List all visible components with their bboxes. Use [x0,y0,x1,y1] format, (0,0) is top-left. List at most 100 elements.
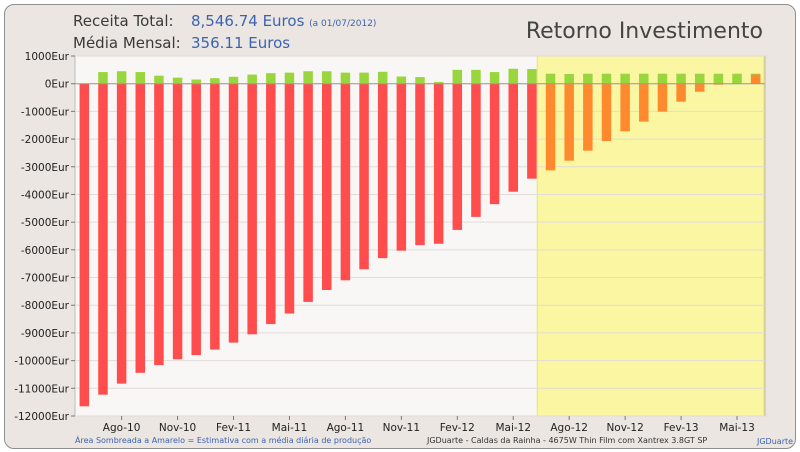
x-tick-label: Ago-11 [327,422,365,434]
bar-monthly-revenue [191,79,201,84]
bar-monthly-revenue [266,73,276,84]
y-tick-label: -4000Eur [21,189,70,201]
y-tick-label: -2000Eur [21,134,70,146]
bar-cumulative-balance [489,83,500,205]
total-revenue-label: Receita Total: [73,12,174,30]
bar-estimated-balance [639,83,649,122]
bar-estimated-balance [601,83,612,142]
x-tick-label: Ago-10 [103,422,141,434]
bar-cumulative-balance [210,83,220,350]
bar-monthly-revenue [433,82,444,84]
bar-monthly-revenue [210,78,220,84]
y-tick-label: 1000Eur [25,51,70,63]
bar-monthly-revenue [322,71,332,84]
y-tick-label: 0Eur [45,79,70,91]
bar-estimated-balance [620,83,630,132]
footnote-credit: JGDuarte [757,437,794,446]
chart-window: Receita Total: 8,546.74 Euros (a 01/07/2… [4,4,796,449]
bar-cumulative-balance [228,83,239,343]
bar-monthly-revenue [657,73,668,84]
bar-estimated-balance [676,83,686,102]
bar-monthly-revenue [303,71,313,84]
y-tick-label: -5000Eur [21,217,70,229]
bar-cumulative-balance [415,83,425,246]
bar-cumulative-balance [191,83,201,356]
bar-cumulative-balance [452,83,463,230]
bar-cumulative-balance [172,83,183,360]
monthly-average-value: 356.11 Euros [191,34,291,52]
bar-monthly-revenue [98,72,108,84]
bar-cumulative-balance [79,83,90,407]
bar-monthly-revenue [452,69,463,84]
y-tick-label: -3000Eur [21,162,70,174]
bar-cumulative-balance [377,83,388,259]
x-tick-label: Mai-12 [495,422,531,434]
estimate-shaded-area [536,55,765,417]
footnote-shaded-area: Área Sombreada a Amarelo = Estimativa co… [75,436,372,445]
x-tick-label: Mai-13 [719,422,755,434]
bar-monthly-revenue [545,73,556,84]
x-tick-label: Ago-12 [550,422,588,434]
y-tick-label: -6000Eur [21,245,70,257]
bar-monthly-revenue [377,71,388,84]
bar-estimated-balance [545,83,556,171]
chart-title: Retorno Investimento [525,19,763,44]
bar-monthly-revenue [396,76,407,84]
x-tick-label: Nov-12 [606,422,643,434]
bar-cumulative-balance [508,83,518,192]
bar-cumulative-balance [322,83,332,290]
bar-monthly-revenue [228,76,239,84]
bar-cumulative-balance [303,83,313,302]
bar-cumulative-balance [471,83,481,217]
total-revenue-value: 8,546.74 Euros (a 01/07/2012) [191,12,376,30]
bar-monthly-revenue [639,73,649,84]
bar-cumulative-balance [154,83,164,366]
y-tick-label: -9000Eur [21,328,70,340]
y-tick-label: -7000Eur [21,273,70,285]
y-tick-label: -8000Eur [21,300,70,312]
x-tick-label: Nov-11 [383,422,420,434]
bar-monthly-revenue [415,77,425,84]
x-tick-label: Nov-10 [159,422,196,434]
bar-monthly-revenue [508,68,518,84]
bar-monthly-revenue [694,73,705,84]
bar-cumulative-balance [359,83,369,270]
bar-estimated-balance [564,83,574,161]
bar-monthly-revenue [284,72,295,84]
bar-estimated-balance [657,83,668,112]
bar-cumulative-balance [266,83,276,325]
y-tick-label: -12000Eur [14,411,69,423]
bar-monthly-revenue [676,73,686,84]
x-tick-label: Mai-11 [272,422,308,434]
y-tick-label: -11000Eur [14,383,69,395]
bar-monthly-revenue [527,69,537,84]
bar-monthly-revenue [116,71,127,84]
bar-cumulative-balance [284,83,295,314]
bar-cumulative-balance [135,83,146,373]
bar-cumulative-balance [247,83,257,335]
y-tick-label: -1000Eur [21,106,70,118]
bar-monthly-revenue [583,73,593,84]
total-revenue-date: (a 01/07/2012) [309,19,377,29]
y-tick-label: -10000Eur [14,356,69,368]
footnote-installation: JGDuarte - Caldas da Rainha - 4675W Thin… [427,436,708,445]
bar-monthly-revenue [489,72,500,84]
bar-cumulative-balance [340,83,351,281]
bar-monthly-revenue [172,77,183,84]
bar-monthly-revenue [471,69,481,84]
bar-estimated-balance [694,83,705,92]
bar-estimated-balance [750,74,761,84]
bar-cumulative-balance [98,83,108,395]
bar-monthly-revenue [713,73,724,84]
bar-monthly-revenue [620,73,630,84]
bar-cumulative-balance [527,83,537,179]
bar-monthly-revenue [247,74,257,84]
bar-monthly-revenue [732,73,742,84]
x-tick-label: Fev-12 [440,422,475,434]
return-investment-chart: 1000Eur 0Eur -1000Eur -2000Eur -3000Eur -4000… [14,51,766,434]
bar-estimated-balance [583,83,593,151]
bar-cumulative-balance [396,83,407,251]
bar-monthly-revenue [135,72,146,84]
bar-monthly-revenue [340,72,351,84]
bar-monthly-revenue [601,73,612,84]
